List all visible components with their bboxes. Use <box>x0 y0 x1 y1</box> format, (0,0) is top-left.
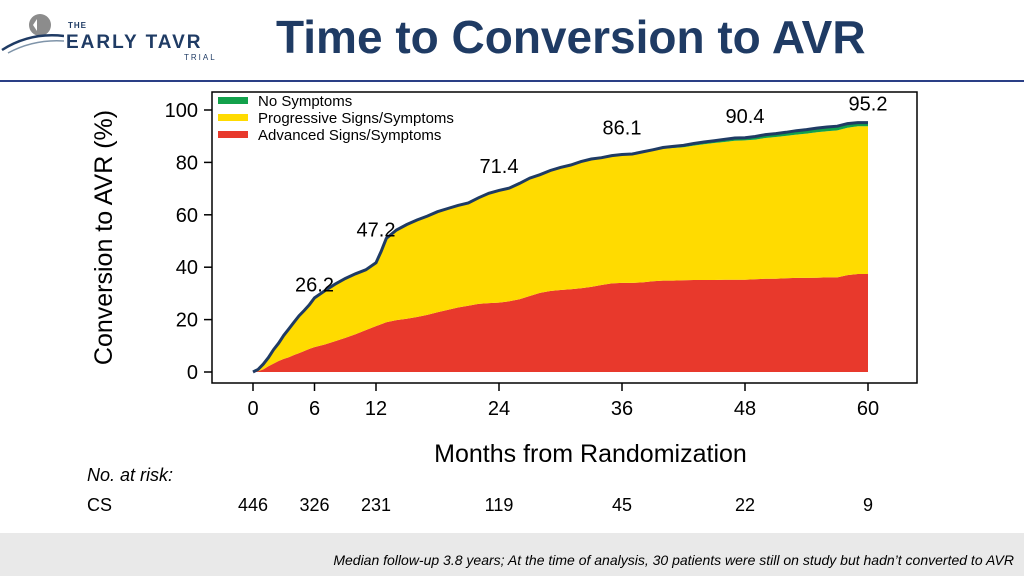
cumulative-curve-line <box>252 121 868 374</box>
x-tick-label: 36 <box>611 398 633 420</box>
legend-swatch <box>218 131 248 138</box>
legend-label: Progressive Signs/Symptoms <box>258 110 454 127</box>
at-risk-count: 9 <box>862 495 874 515</box>
x-tick-label: 12 <box>365 398 387 420</box>
stacked-areas <box>253 122 868 372</box>
logo-wordmark: EARLY TAVR <box>66 32 203 53</box>
at-risk-count: 326 <box>299 495 330 515</box>
footer-note: Median follow-up 3.8 years; At the time … <box>333 552 1014 568</box>
legend-label: Advanced Signs/Symptoms <box>258 127 441 144</box>
x-axis-title: Months from Randomization <box>434 440 747 468</box>
x-tick-label: 0 <box>247 398 258 420</box>
x-tick-label: 60 <box>857 398 879 420</box>
logo-the: THE <box>68 21 87 30</box>
conversion-chart: 0 20 40 60 80 100 0 6 12 24 36 48 60 26.2 47.2 71.4 86… <box>90 91 918 468</box>
data-label: 47.2 <box>357 219 396 241</box>
y-axis-title: Conversion to AVR (%) <box>90 110 118 365</box>
area-progressive-signs-symptoms <box>253 126 868 372</box>
logo-subtitle: TRIAL <box>184 53 217 62</box>
y-tick-label: 20 <box>176 310 198 332</box>
at-risk-label: No. at risk: <box>87 465 174 485</box>
y-axis: 0 20 40 60 80 100 <box>165 100 212 384</box>
x-axis: 0 6 12 24 36 48 60 <box>247 383 879 420</box>
data-label: 95.2 <box>849 94 888 116</box>
trial-logo: THE EARLY TAVR TRIAL <box>0 8 250 68</box>
data-label: 90.4 <box>726 106 765 128</box>
logo-emblem-icon <box>1 14 64 54</box>
slide-title: Time to Conversion to AVR <box>276 11 866 63</box>
plot-frame <box>211 91 918 384</box>
y-tick-label: 0 <box>187 362 198 384</box>
header-divider <box>0 80 1024 82</box>
x-tick-label: 48 <box>734 398 756 420</box>
y-tick-label: 60 <box>176 205 198 227</box>
x-tick-label: 6 <box>309 398 320 420</box>
legend-label: No Symptoms <box>258 93 352 110</box>
data-label: 26.2 <box>295 274 334 296</box>
data-label: 71.4 <box>480 156 519 178</box>
x-tick-label: 24 <box>488 398 510 420</box>
y-tick-label: 80 <box>176 152 198 174</box>
at-risk-count: 446 <box>237 495 269 515</box>
data-labels: 26.2 47.2 71.4 86.1 90.4 95.2 <box>295 94 887 297</box>
area-advanced-signs-symptoms <box>253 274 868 372</box>
y-tick-label: 40 <box>176 257 198 279</box>
legend-swatch <box>218 114 248 121</box>
footer-bar: Median follow-up 3.8 years; At the time … <box>0 533 1024 576</box>
at-risk-count: 45 <box>611 495 633 515</box>
legend-swatch <box>218 97 248 104</box>
at-risk-count: 231 <box>360 495 392 515</box>
data-label: 86.1 <box>603 117 642 139</box>
y-tick-label: 100 <box>165 100 198 122</box>
at-risk-group-label: CS <box>87 495 113 515</box>
at-risk-count: 22 <box>734 495 756 515</box>
at-risk-count: 119 <box>484 495 514 515</box>
